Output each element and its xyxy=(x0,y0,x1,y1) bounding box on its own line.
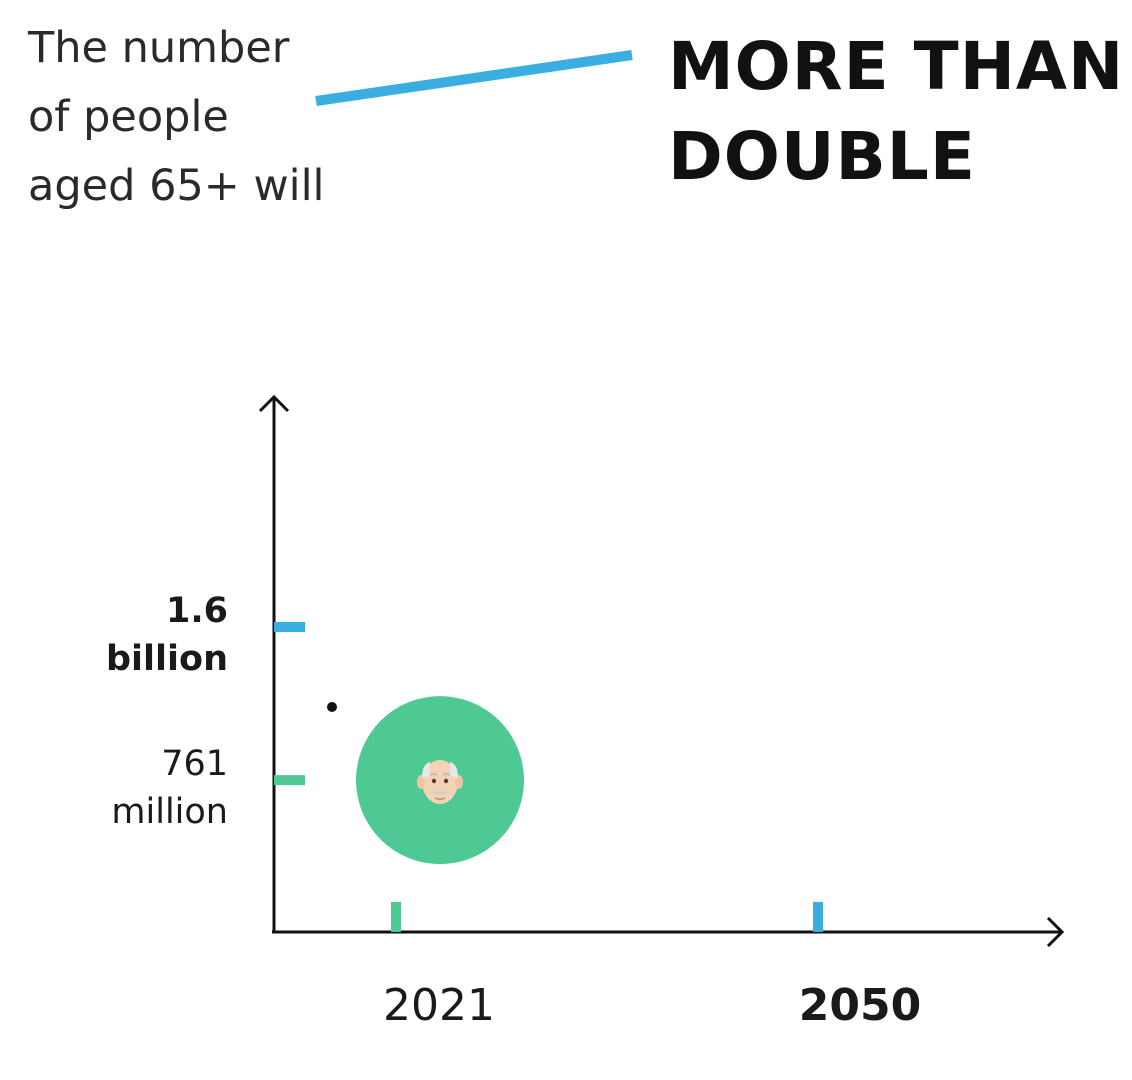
intro-text: The number of people aged 65+ will xyxy=(28,14,368,221)
y-tick-label-1-6-billion: 1.6 billion xyxy=(106,587,228,683)
y-tick-label-value: 761 xyxy=(161,744,228,785)
headline-line-1: MORE THAN xyxy=(668,28,1125,105)
x-tick-label-2050: 2050 xyxy=(798,980,922,1031)
y-tick-label-761-million: 761 million xyxy=(111,740,228,836)
intro-line-2: of people xyxy=(28,92,229,142)
headline: MORE THAN DOUBLE xyxy=(668,22,1124,202)
connector-line xyxy=(315,50,633,106)
y-axis xyxy=(258,394,290,932)
y-tick-label-unit: million xyxy=(111,792,228,833)
x-axis-arrowhead xyxy=(1046,916,1065,948)
intro-line-3: aged 65+ will xyxy=(28,161,325,211)
marker-dot xyxy=(327,702,337,712)
older-man-icon xyxy=(417,760,463,805)
y-tick-label-unit: billion xyxy=(105,639,228,679)
y-tick-label-value: 1.6 xyxy=(165,591,228,631)
headline-line-2: DOUBLE xyxy=(668,118,976,195)
x-axis xyxy=(272,916,1065,948)
x-tick-label-2021: 2021 xyxy=(383,980,495,1031)
intro-line-1: The number xyxy=(28,23,290,73)
y-axis-arrowhead xyxy=(258,394,290,413)
